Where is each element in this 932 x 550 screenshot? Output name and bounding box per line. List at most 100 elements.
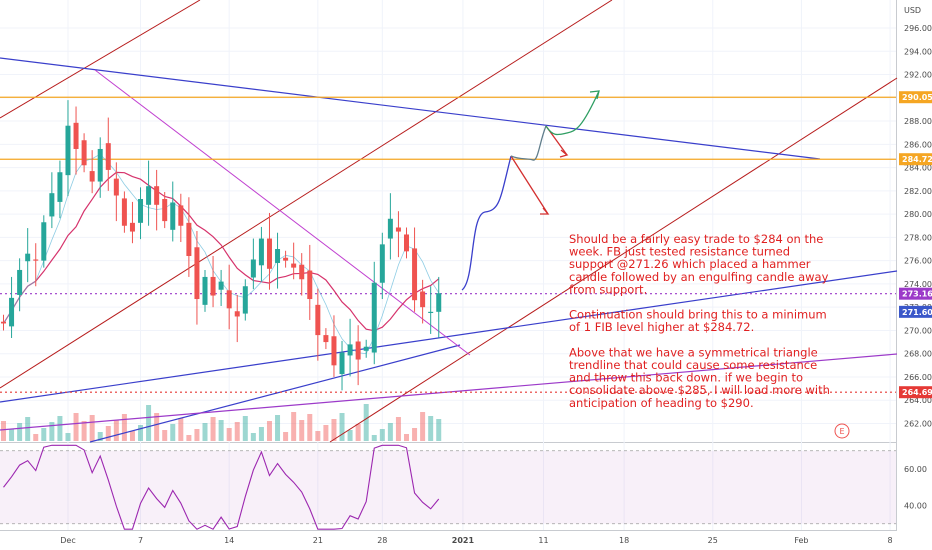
price-tag[interactable]: [899, 153, 932, 166]
candle-body[interactable]: [9, 297, 15, 327]
candle-body[interactable]: [242, 286, 248, 314]
candle-body[interactable]: [113, 178, 119, 196]
candle-body[interactable]: [97, 148, 103, 182]
candle-body[interactable]: [194, 247, 200, 300]
candle-body[interactable]: [379, 244, 385, 283]
candle-body[interactable]: [315, 304, 321, 336]
volume-bar: [186, 435, 192, 441]
candle-body[interactable]: [186, 222, 192, 256]
volume-bar: [363, 404, 369, 441]
candle-body[interactable]: [218, 281, 224, 290]
candle-body[interactable]: [89, 171, 95, 182]
volume-bar: [146, 405, 152, 441]
candle-body[interactable]: [25, 253, 31, 262]
candle-body[interactable]: [178, 205, 184, 226]
candle-body[interactable]: [1, 321, 6, 324]
candle-body[interactable]: [41, 222, 47, 261]
annotation-line: anticipation of heading to $290.: [569, 396, 754, 410]
volume-bar: [347, 430, 353, 441]
channel-line-upper[interactable]: [0, 0, 201, 119]
price-tag[interactable]: [899, 386, 932, 399]
candle-body[interactable]: [146, 186, 152, 205]
descending-trendline[interactable]: [0, 57, 821, 160]
channel-line-middle[interactable]: [0, 0, 613, 389]
candle-body[interactable]: [170, 202, 176, 230]
candle-body[interactable]: [33, 259, 39, 261]
annotation-line: from support.: [569, 282, 647, 296]
price-tag[interactable]: [899, 305, 932, 318]
candle-body[interactable]: [162, 198, 168, 222]
candle-body[interactable]: [154, 186, 160, 205]
candle-body[interactable]: [234, 311, 240, 317]
x-tick-label: 14: [224, 536, 234, 545]
candle-body[interactable]: [412, 248, 418, 301]
candle-body[interactable]: [65, 125, 71, 176]
candle-body[interactable]: [387, 218, 393, 239]
volume-bar: [250, 433, 256, 441]
triangle-support-line[interactable]: [89, 344, 461, 443]
rsi-pane[interactable]: [0, 443, 897, 530]
candle-body[interactable]: [258, 238, 264, 266]
candle-body[interactable]: [371, 282, 377, 353]
candle-body[interactable]: [210, 276, 216, 296]
candle-body[interactable]: [17, 269, 23, 295]
candle-body[interactable]: [226, 290, 232, 309]
projection-path-main[interactable]: [461, 155, 512, 291]
volume-bar: [275, 415, 281, 441]
channel-line-lower[interactable]: [329, 77, 898, 443]
candle-body[interactable]: [291, 263, 297, 268]
candle-body[interactable]: [395, 227, 401, 232]
candle-body[interactable]: [73, 122, 79, 149]
candle-body[interactable]: [81, 140, 87, 166]
candle-body[interactable]: [250, 259, 256, 278]
candle-body[interactable]: [299, 264, 305, 280]
projection-path-pullback[interactable]: [510, 155, 549, 215]
candle-body[interactable]: [331, 336, 337, 366]
projection-path-target[interactable]: [545, 90, 600, 136]
volume-bar: [226, 428, 232, 441]
candle-body[interactable]: [363, 346, 369, 351]
triangle-resistance-line[interactable]: [94, 69, 471, 356]
ascending-trendline[interactable]: [0, 270, 898, 403]
rsi-line[interactable]: [3, 444, 440, 530]
volume-bar: [89, 415, 95, 441]
candle-body[interactable]: [307, 270, 313, 300]
price-tag[interactable]: [899, 287, 932, 300]
projection-arrowhead[interactable]: [589, 90, 600, 100]
purple-support-line[interactable]: [0, 353, 898, 431]
candle-body[interactable]: [436, 293, 442, 312]
annotation-line: support @271.26 which placed a hammer: [569, 257, 811, 271]
candle-body[interactable]: [404, 234, 409, 252]
volume-bar: [138, 425, 144, 441]
x-tick-label: 7: [138, 536, 143, 545]
volume-bar: [387, 423, 393, 441]
projection-path-breakout[interactable]: [510, 125, 547, 161]
candle-body[interactable]: [283, 257, 289, 261]
candle-body[interactable]: [121, 198, 127, 226]
candle-body[interactable]: [420, 291, 426, 308]
candle-body[interactable]: [138, 198, 144, 223]
candle-body[interactable]: [129, 222, 135, 232]
candle-body[interactable]: [49, 193, 55, 217]
candle-body[interactable]: [275, 249, 281, 263]
projection-arrowhead[interactable]: [559, 149, 569, 158]
volume-bar: [202, 423, 208, 441]
candle-body[interactable]: [266, 238, 272, 269]
candle-body[interactable]: [202, 276, 208, 305]
price-tag-label: 273.16: [902, 290, 932, 299]
volume-bar: [170, 424, 176, 441]
volume-bar: [218, 420, 224, 441]
earnings-marker[interactable]: [834, 423, 850, 439]
candle-body[interactable]: [355, 341, 361, 360]
price-pane[interactable]: [0, 0, 897, 442]
candle-body[interactable]: [105, 143, 111, 170]
candle-body[interactable]: [323, 335, 329, 343]
candle-body[interactable]: [428, 311, 434, 313]
x-tick-label: 2021: [452, 536, 475, 545]
candle-body[interactable]: [339, 352, 345, 375]
candle-body[interactable]: [347, 344, 353, 356]
projection-arrowhead[interactable]: [540, 207, 550, 215]
candle-body[interactable]: [57, 172, 63, 202]
price-tag[interactable]: [899, 91, 932, 104]
